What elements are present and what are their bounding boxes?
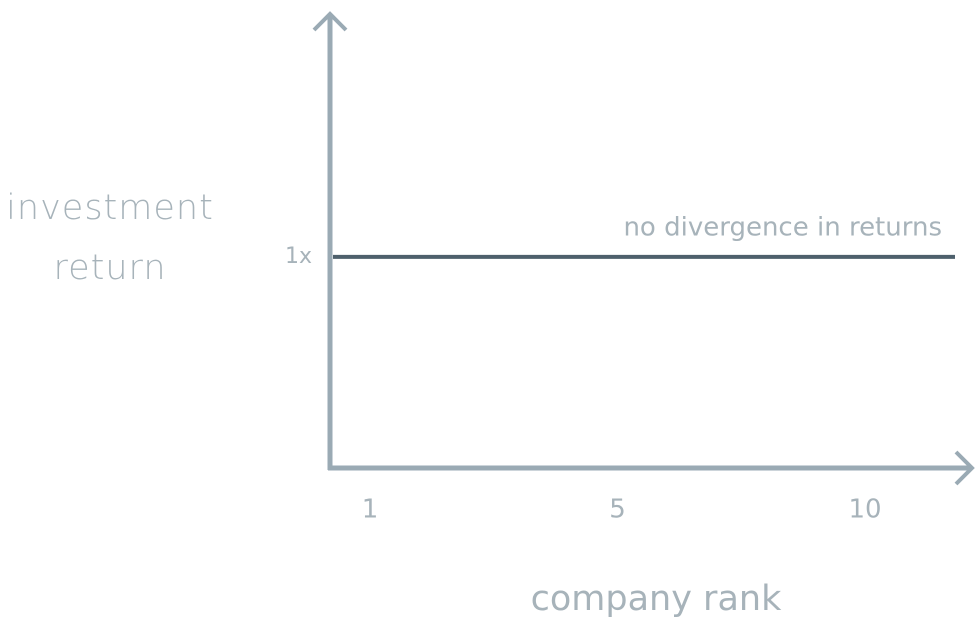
line-annotation: no divergence in returns [623, 212, 942, 242]
x-axis-label: company rank [531, 579, 782, 619]
x-tick-label: 5 [609, 495, 626, 525]
x-tick-label: 10 [848, 495, 881, 525]
x-axis-arrow [954, 450, 975, 486]
y-axis-label: investment return [6, 188, 214, 288]
y-tick-label: 1x [285, 244, 312, 269]
y-axis-arrow [312, 11, 348, 32]
x-tick-label: 1 [362, 495, 379, 525]
